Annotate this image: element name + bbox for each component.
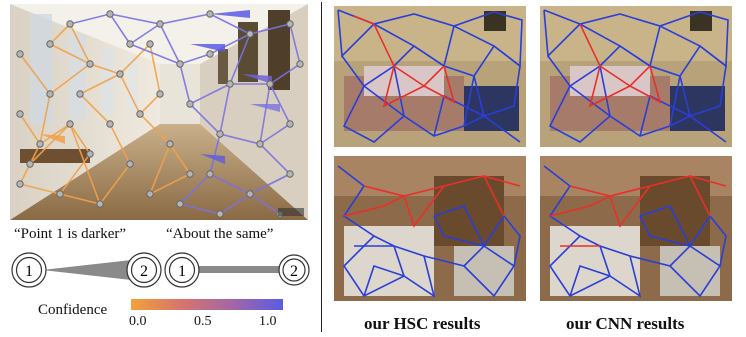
point-1-node: [11, 252, 47, 288]
cnn-results-label: our CNN results: [566, 314, 685, 333]
point-1-node: [164, 252, 200, 288]
cnn-bedroom-result: [540, 6, 732, 147]
hsc-kitchen-result: [334, 156, 526, 301]
same-caption: “About the same”: [166, 226, 274, 242]
same-bar: [190, 266, 296, 273]
confidence-colorbar: [131, 299, 283, 310]
hallway-photo: [10, 4, 308, 220]
point-1-label: 1: [178, 263, 186, 280]
point-1-label: 1: [25, 263, 33, 280]
judgement-glyphs: 1 2 1 2: [11, 252, 310, 288]
hallway-graph: [10, 4, 308, 220]
tick-label: 0.5: [194, 314, 212, 329]
point-2-node: [126, 252, 162, 288]
point-2-label: 2: [140, 263, 148, 280]
darker-wedge: [42, 259, 140, 281]
point-2-node: [278, 254, 310, 286]
point-2-label: 2: [290, 263, 298, 280]
hsc-results-label: our HSC results: [364, 314, 481, 333]
panel-divider: [321, 2, 322, 332]
tick-label: 0.0: [129, 314, 147, 329]
tick-label: 1.0: [259, 314, 277, 329]
hsc-bedroom-result: [334, 6, 526, 147]
cnn-kitchen-result: [540, 156, 732, 301]
confidence-title: Confidence: [38, 302, 108, 318]
darker-caption: “Point 1 is darker”: [14, 226, 127, 242]
